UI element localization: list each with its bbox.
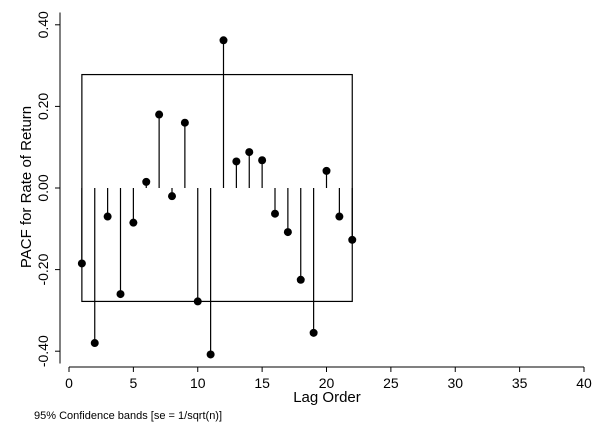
stem-marker [219, 36, 228, 45]
x-tick-label: 35 [512, 375, 528, 391]
stem-marker [142, 177, 151, 186]
stem-marker [283, 228, 292, 237]
y-axis-title: PACF for Rate of Return [18, 106, 35, 268]
x-tick-label: 10 [190, 375, 206, 391]
y-tick-label: 0.00 [35, 174, 51, 201]
x-tick-label: 15 [254, 375, 270, 391]
stem-marker [193, 297, 202, 306]
stem-marker [168, 192, 176, 201]
tick-labels: -0.40 -0.20 0.00 0.20 0.40 0 5 10 15 20 25 30 35 40 [35, 11, 592, 391]
stem-marker [129, 218, 138, 227]
axes [55, 12, 585, 372]
stem-marker [245, 148, 254, 157]
stem-marker [155, 110, 164, 119]
stem-marker [232, 157, 241, 166]
stem-marker [206, 350, 215, 359]
y-tick-label: -0.40 [35, 335, 51, 367]
stem-marker [90, 339, 99, 348]
stem-marker [296, 275, 305, 284]
pacf-stems [77, 36, 357, 359]
y-tick-label: 0.20 [35, 93, 51, 120]
x-tick-label: 30 [447, 375, 463, 391]
stem-marker [180, 118, 189, 127]
confidence-band-note: 95% Confidence bands [se = 1/sqrt(n)] [34, 410, 223, 422]
y-tick-label: 0.40 [35, 11, 51, 38]
stem-marker [335, 212, 344, 221]
confidence-band [81, 73, 353, 303]
stem-marker [348, 235, 357, 244]
stem-marker [271, 209, 279, 218]
stem-marker [309, 328, 318, 337]
stem-marker [258, 156, 267, 165]
x-tick-label: 20 [319, 375, 335, 391]
y-tick-label: -0.20 [35, 253, 51, 285]
stem-marker [116, 290, 125, 299]
confidence-band-rect [81, 73, 353, 303]
stem-marker [103, 212, 112, 221]
x-tick-label: 25 [383, 375, 399, 391]
x-tick-label: 5 [129, 375, 137, 391]
stem-marker [322, 166, 331, 175]
x-tick-label: 0 [65, 375, 73, 391]
x-axis-title: Lag Order [293, 389, 361, 406]
stem-marker [77, 259, 86, 268]
x-tick-label: 40 [576, 375, 592, 391]
